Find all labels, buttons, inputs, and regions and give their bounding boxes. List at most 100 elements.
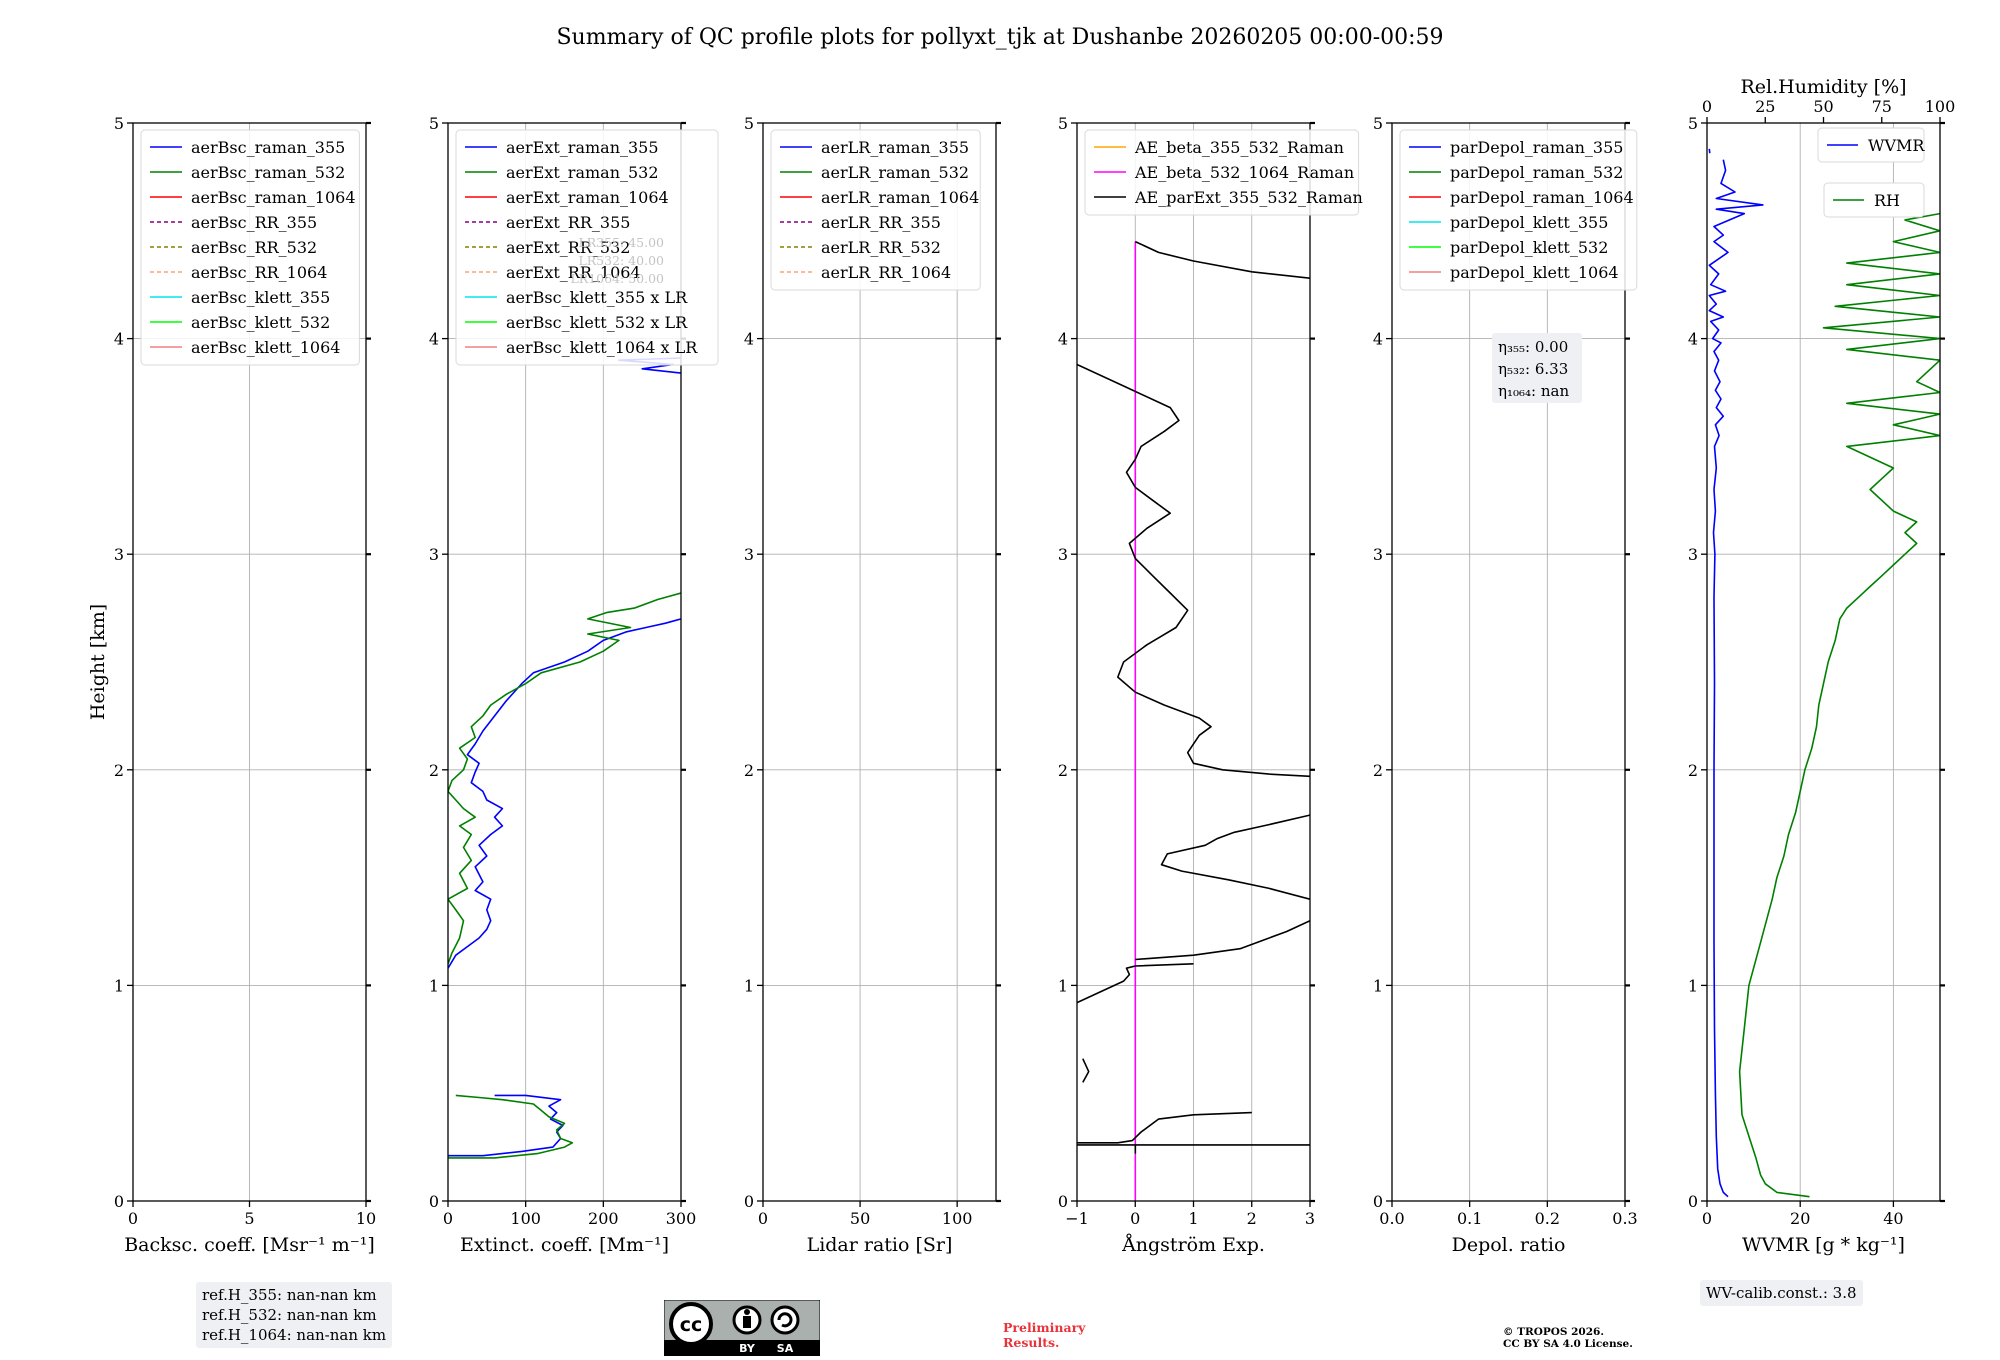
legend-label-aerBsc_klett_355: aerBsc_klett_355 bbox=[191, 288, 330, 307]
legend-label-parDepol_raman_1064: parDepol_raman_1064 bbox=[1450, 188, 1634, 207]
legend-box-angstrom bbox=[1084, 129, 1360, 216]
xtick-label-lidar_ratio-2: 100 bbox=[942, 1209, 973, 1228]
ytick-label-extinction-5: 5 bbox=[429, 114, 439, 133]
ytick-label-water_vapor-0: 0 bbox=[1688, 1192, 1698, 1211]
legend-label-aerBsc_klett_355 x LR: aerBsc_klett_355 x LR bbox=[506, 288, 688, 307]
xtick-label-water_vapor-0: 0 bbox=[1702, 1209, 1712, 1228]
xtick-label-depolarization-0: 0.0 bbox=[1379, 1209, 1404, 1228]
xlabel-lidar_ratio: Lidar ratio [Sr] bbox=[807, 1234, 953, 1256]
xlabel-water_vapor: WVMR [g * kg⁻¹] bbox=[1742, 1234, 1905, 1256]
series-line-WVMR-0 bbox=[1708, 159, 1764, 1198]
xtick-label-angstrom-3: 2 bbox=[1247, 1209, 1257, 1228]
data-angstrom bbox=[1077, 240, 1310, 1201]
legend-label-aerExt_raman_1064: aerExt_raman_1064 bbox=[506, 188, 669, 207]
copyright-line-2: CC BY SA 4.0 License. bbox=[1503, 1338, 1633, 1350]
data-extinction bbox=[448, 357, 681, 1159]
legend-label-parDepol_klett_1064: parDepol_klett_1064 bbox=[1450, 263, 1619, 282]
xtick-label-angstrom-2: 1 bbox=[1188, 1209, 1198, 1228]
legend-label-aerExt_RR_1064: aerExt_RR_1064 bbox=[506, 263, 641, 282]
xtick-label-depolarization-1: 0.1 bbox=[1457, 1209, 1482, 1228]
series-line-aerExt_raman_532-1 bbox=[448, 592, 681, 965]
legend-label-AE_beta_355_532_Raman: AE_beta_355_532_Raman bbox=[1134, 138, 1344, 157]
ytick-label-extinction-0: 0 bbox=[429, 1192, 439, 1211]
xtick-label-extinction-2: 200 bbox=[588, 1209, 619, 1228]
ytick-label-water_vapor-4: 4 bbox=[1688, 330, 1698, 349]
legend-label-aerBsc_raman_532: aerBsc_raman_532 bbox=[191, 163, 345, 182]
legend-label-parDepol_raman_355: parDepol_raman_355 bbox=[1450, 138, 1623, 157]
copyright-note: © TROPOS 2026. CC BY SA 4.0 License. bbox=[1503, 1326, 1633, 1350]
legend-label-aerBsc_klett_532 x LR: aerBsc_klett_532 x LR bbox=[506, 313, 688, 332]
legend-label-RH: RH bbox=[1874, 191, 1900, 210]
xtick-label-depolarization-2: 0.2 bbox=[1535, 1209, 1560, 1228]
ytick-label-backscatter-0: 0 bbox=[114, 1192, 124, 1211]
preliminary-note: Preliminary Results. bbox=[1003, 1320, 1085, 1350]
legend-label-aerExt_raman_532: aerExt_raman_532 bbox=[506, 163, 659, 182]
ytick-label-depolarization-4: 4 bbox=[1373, 330, 1383, 349]
ytick-label-backscatter-4: 4 bbox=[114, 330, 124, 349]
series-line-AE_parExt_355_532_Raman-3 bbox=[1082, 1058, 1090, 1083]
legend-label-WVMR: WVMR bbox=[1868, 136, 1925, 155]
legend-box-backscatter bbox=[140, 129, 360, 366]
xtick-label-angstrom-4: 3 bbox=[1305, 1209, 1315, 1228]
ref-height-1064: ref.H_1064: nan-nan km bbox=[202, 1326, 387, 1344]
preliminary-line-1: Preliminary bbox=[1003, 1320, 1086, 1335]
legend-label-aerBsc_klett_532: aerBsc_klett_532 bbox=[191, 313, 330, 332]
axes-frame-water_vapor bbox=[1706, 122, 1941, 1202]
ytick-label-depolarization-1: 1 bbox=[1373, 976, 1383, 995]
ref-height-355: ref.H_355: nan-nan km bbox=[202, 1286, 377, 1304]
series-line-WVMR-1 bbox=[1708, 148, 1711, 154]
ytick-label-water_vapor-3: 3 bbox=[1688, 545, 1698, 564]
xlabel-depolarization: Depol. ratio bbox=[1452, 1234, 1566, 1256]
legend-label-aerExt_RR_532: aerExt_RR_532 bbox=[506, 238, 630, 257]
legend-box-depolarization bbox=[1399, 129, 1638, 291]
ytick-label-depolarization-2: 2 bbox=[1373, 761, 1383, 780]
eta-label-2: η₁₀₆₄: nan bbox=[1498, 382, 1569, 400]
xtick-label-extinction-3: 300 bbox=[666, 1209, 697, 1228]
series-line-AE_parExt_355_532_Raman-8 bbox=[1134, 240, 1310, 279]
wv-calib-text: WV-calib.const.: 3.8 bbox=[1706, 1284, 1857, 1302]
ytick-label-extinction-1: 1 bbox=[429, 976, 439, 995]
panel-extinction: 0 1 2 3 4 5 0 100 200 300 Extinct. coeff. [Mm⁻¹] ae… bbox=[429, 114, 719, 1256]
xtick-top-label-1: 25 bbox=[1755, 97, 1775, 116]
legend-label-parDepol_klett_532: parDepol_klett_532 bbox=[1450, 238, 1608, 257]
ytick-label-extinction-4: 4 bbox=[429, 330, 439, 349]
ytick-label-angstrom-3: 3 bbox=[1058, 545, 1068, 564]
lidar-ratio-label-2: LR1064: 50.00 bbox=[571, 271, 665, 286]
copyright-line-1: © TROPOS 2026. bbox=[1503, 1326, 1605, 1338]
cc-sa-text: SA bbox=[777, 1342, 794, 1355]
legend-label-aerExt_RR_355: aerExt_RR_355 bbox=[506, 213, 630, 232]
axes-frame-lidar_ratio bbox=[762, 122, 997, 1202]
series-line-aerExt_raman_532-0 bbox=[448, 1094, 574, 1159]
lidar-ratio-label-1: LR532: 40.00 bbox=[578, 253, 664, 268]
ytick-label-backscatter-2: 2 bbox=[114, 761, 124, 780]
ytick-label-lidar_ratio-2: 2 bbox=[744, 761, 754, 780]
xtick-label-lidar_ratio-0: 0 bbox=[758, 1209, 768, 1228]
xtick-label-water_vapor-1: 20 bbox=[1790, 1209, 1810, 1228]
xtick-label-extinction-0: 0 bbox=[443, 1209, 453, 1228]
legend-label-aerLR_raman_355: aerLR_raman_355 bbox=[821, 138, 969, 157]
xtick-label-depolarization-3: 0.3 bbox=[1612, 1209, 1637, 1228]
legend-box-lidar_ratio bbox=[770, 129, 981, 291]
ytick-label-angstrom-1: 1 bbox=[1058, 976, 1068, 995]
wv-calib-box: WV-calib.const.: 3.8 bbox=[1700, 1280, 1863, 1306]
xlabel-top-water_vapor: Rel.Humidity [%] bbox=[1740, 76, 1906, 98]
xtick-label-lidar_ratio-1: 50 bbox=[850, 1209, 870, 1228]
xtick-top-label-0: 0 bbox=[1702, 97, 1712, 116]
data-water_vapor bbox=[1708, 148, 1940, 1198]
xtick-top-label-3: 75 bbox=[1872, 97, 1892, 116]
legend-label-aerBsc_RR_532: aerBsc_RR_532 bbox=[191, 238, 317, 257]
ytick-label-lidar_ratio-3: 3 bbox=[744, 545, 754, 564]
panel-backscatter: 0 1 2 3 4 5 0 5 10 Backsc. coeff. [Msr⁻¹ m⁻¹] Heig… bbox=[87, 114, 376, 1256]
legend-label-aerBsc_klett_1064 x LR: aerBsc_klett_1064 x LR bbox=[506, 338, 698, 357]
legend-label-aerBsc_RR_1064: aerBsc_RR_1064 bbox=[191, 263, 327, 282]
legend-label-aerLR_raman_532: aerLR_raman_532 bbox=[821, 163, 969, 182]
series-line-AE_parExt_355_532_Raman-7 bbox=[1077, 363, 1310, 778]
ytick-label-water_vapor-1: 1 bbox=[1688, 976, 1698, 995]
cc-by-text: BY bbox=[739, 1342, 756, 1355]
lidar-ratio-label-0: LR355: 45.00 bbox=[578, 235, 664, 250]
ytick-label-lidar_ratio-4: 4 bbox=[744, 330, 754, 349]
legend-box-WVMR bbox=[1817, 127, 1925, 163]
